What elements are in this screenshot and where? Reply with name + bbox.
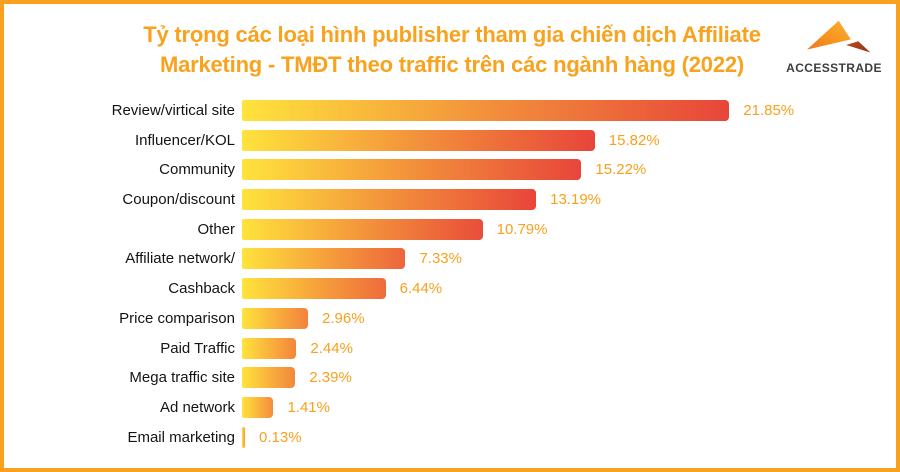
bar <box>242 100 730 121</box>
value-label: 2.96% <box>322 309 365 327</box>
value-label: 6.44% <box>399 280 443 298</box>
bar <box>242 367 296 389</box>
category-label: Cashback <box>168 280 235 298</box>
bar-track: 1.41% <box>242 396 886 418</box>
chart-row: Mega traffic site 2.39% <box>32 367 886 389</box>
bar <box>242 337 297 359</box>
category-label: Mega traffic site <box>129 369 235 387</box>
chart-row: Other 10.79% <box>32 218 886 240</box>
bar-track: 0.13% <box>242 426 886 448</box>
chart-row: Influencer/KOL 15.82% <box>32 129 886 151</box>
accesstrade-logo: ACCESSTRADE <box>784 16 884 75</box>
value-label: 13.19% <box>550 191 601 209</box>
bar-track: 10.79% <box>242 218 886 240</box>
bar <box>242 396 274 418</box>
category-label: Affiliate network/ <box>125 250 235 268</box>
category-label: Other <box>197 220 235 238</box>
category-label: Ad network <box>159 398 235 416</box>
bar <box>242 189 537 211</box>
category-label: Email marketing <box>127 428 235 446</box>
bar-track: 2.96% <box>242 307 886 329</box>
bar-track: 13.19% <box>242 189 886 211</box>
bar-track: 7.33% <box>242 248 886 270</box>
value-label: 0.13% <box>259 428 302 446</box>
chart-row: Cashback 6.44% <box>32 278 886 300</box>
chart-row: Ad network 1.41% <box>32 396 886 418</box>
bar <box>242 218 483 240</box>
bar <box>242 129 595 151</box>
chart-row: Coupon/discount 13.19% <box>32 189 886 211</box>
bar <box>242 159 582 181</box>
category-label: Paid Traffic <box>160 339 235 357</box>
chart-row: Community 15.22% <box>32 159 886 181</box>
category-label: Influencer/KOL <box>134 131 235 149</box>
bar-track: 2.39% <box>242 367 886 389</box>
bar-track: 2.44% <box>242 337 886 359</box>
category-label: Price comparison <box>119 309 235 327</box>
value-label: 2.39% <box>309 369 352 387</box>
publisher-bar-chart: Review/virtical site 21.85% Influencer/KOL… <box>32 100 886 456</box>
value-label: 1.41% <box>287 398 330 416</box>
bar <box>242 307 308 329</box>
bar-track: 15.82% <box>242 129 886 151</box>
bar-track: 6.44% <box>242 278 886 300</box>
category-label: Review/virtical site <box>111 102 235 119</box>
chart-title-line2: Marketing - TMĐT theo traffic trên các n… <box>159 52 745 77</box>
accesstrade-logo-icon <box>806 20 871 53</box>
category-label: Community <box>159 161 235 179</box>
category-label: Coupon/discount <box>122 191 235 209</box>
value-label: 10.79% <box>496 220 548 238</box>
chart-title: Tỷ trọng các loại hình publisher tham gi… <box>94 20 810 80</box>
bar <box>242 426 245 448</box>
chart-row: Email marketing 0.13% <box>32 426 886 448</box>
value-label: 15.82% <box>608 131 660 149</box>
value-label: 7.33% <box>419 250 462 268</box>
bar <box>242 278 386 300</box>
value-label: 21.85% <box>743 102 795 119</box>
bar <box>242 248 406 270</box>
value-label: 15.22% <box>595 161 647 179</box>
chart-row: Paid Traffic 2.44% <box>32 337 886 359</box>
chart-row: Price comparison 2.96% <box>32 307 886 329</box>
chart-title-line1: Tỷ trọng các loại hình publisher tham gi… <box>143 22 761 47</box>
bar-track: 21.85% <box>242 100 886 121</box>
bar-track: 15.22% <box>242 159 886 181</box>
chart-row: Affiliate network/7.33% <box>32 248 886 270</box>
accesstrade-logo-text: ACCESSTRADE <box>786 61 882 75</box>
chart-row: Review/virtical site 21.85% <box>32 100 886 121</box>
value-label: 2.44% <box>310 339 353 357</box>
